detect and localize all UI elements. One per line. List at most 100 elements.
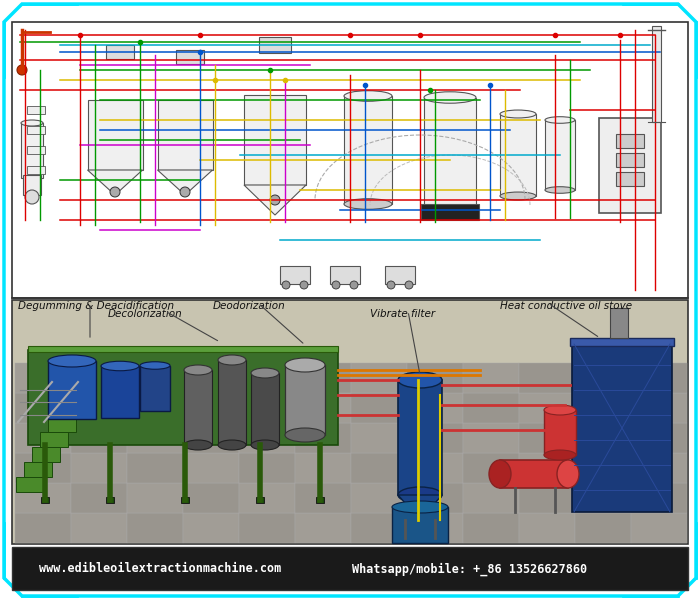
Ellipse shape (48, 355, 96, 367)
Bar (407, 423, 463, 453)
Bar (407, 513, 463, 543)
Bar (295, 363, 351, 393)
Bar (183, 453, 239, 483)
Bar (295, 483, 351, 513)
Bar (239, 363, 295, 393)
Bar (12, 22, 688, 298)
Bar (56, 402, 84, 417)
Ellipse shape (184, 365, 212, 375)
Bar (575, 363, 631, 393)
Bar (15, 423, 71, 453)
Ellipse shape (392, 501, 448, 513)
Bar (127, 513, 183, 543)
Bar (140, 365, 170, 410)
Bar (23, 175, 41, 195)
Bar (424, 97, 476, 212)
Bar (575, 453, 631, 483)
Bar (599, 118, 661, 212)
Bar (12, 300, 688, 544)
Bar (127, 363, 183, 393)
Bar (407, 363, 463, 393)
Bar (616, 172, 644, 186)
Ellipse shape (251, 368, 279, 378)
Bar (575, 423, 631, 453)
Bar (519, 363, 575, 393)
Bar (616, 153, 644, 167)
Bar (631, 513, 687, 543)
Bar (27, 166, 45, 174)
Bar (28, 346, 338, 352)
Ellipse shape (545, 187, 575, 193)
Text: Vibrate filter: Vibrate filter (370, 309, 435, 319)
Polygon shape (158, 170, 213, 195)
Bar (27, 126, 45, 134)
Ellipse shape (398, 487, 442, 503)
Bar (48, 417, 76, 432)
Ellipse shape (500, 192, 536, 200)
Bar (407, 393, 463, 423)
Bar (256, 497, 264, 503)
Circle shape (405, 281, 413, 289)
Bar (16, 477, 44, 492)
Ellipse shape (184, 440, 212, 450)
Text: Whatsapp/mobile: +_86 13526627860: Whatsapp/mobile: +_86 13526627860 (352, 562, 587, 576)
Bar (28, 350, 338, 445)
Bar (385, 266, 415, 284)
Bar (71, 513, 127, 543)
Bar (24, 462, 52, 477)
Bar (316, 497, 324, 503)
Bar (71, 453, 127, 483)
Text: Decolorization: Decolorization (108, 309, 183, 319)
Bar (239, 513, 295, 543)
Bar (71, 423, 127, 453)
Bar (330, 266, 360, 284)
Bar (421, 204, 479, 220)
Ellipse shape (101, 361, 139, 371)
Ellipse shape (424, 207, 476, 218)
Ellipse shape (424, 92, 476, 103)
Bar (239, 483, 295, 513)
Polygon shape (244, 185, 306, 215)
Text: www.edibleoilextractionmachine.com: www.edibleoilextractionmachine.com (39, 563, 281, 575)
Bar (15, 483, 71, 513)
Bar (463, 363, 519, 393)
Bar (575, 513, 631, 543)
Bar (631, 363, 687, 393)
Ellipse shape (500, 110, 536, 118)
Circle shape (282, 281, 290, 289)
Circle shape (180, 187, 190, 197)
Bar (101, 366, 139, 418)
Bar (106, 497, 114, 503)
Bar (32, 447, 60, 462)
Bar (71, 393, 127, 423)
Ellipse shape (285, 428, 325, 442)
Bar (21, 122, 43, 178)
Bar (407, 483, 463, 513)
Bar (519, 393, 575, 423)
Text: Deodorization: Deodorization (213, 301, 286, 311)
Bar (519, 513, 575, 543)
Bar (570, 338, 674, 346)
Bar (127, 483, 183, 513)
Text: Degumming & Deacidification: Degumming & Deacidification (18, 301, 174, 311)
Bar (181, 497, 189, 503)
Bar (463, 483, 519, 513)
Bar (295, 393, 351, 423)
Ellipse shape (218, 440, 246, 450)
Bar (285, 365, 325, 435)
Bar (407, 453, 463, 483)
Bar (239, 423, 295, 453)
Ellipse shape (344, 199, 392, 209)
Bar (41, 497, 49, 503)
Ellipse shape (545, 116, 575, 124)
Bar (500, 460, 568, 488)
Bar (259, 37, 291, 53)
Bar (40, 432, 68, 447)
Bar (183, 423, 239, 453)
Bar (280, 266, 310, 284)
Ellipse shape (218, 355, 246, 365)
Bar (575, 393, 631, 423)
Bar (295, 423, 351, 453)
Bar (500, 114, 536, 196)
Bar (463, 393, 519, 423)
